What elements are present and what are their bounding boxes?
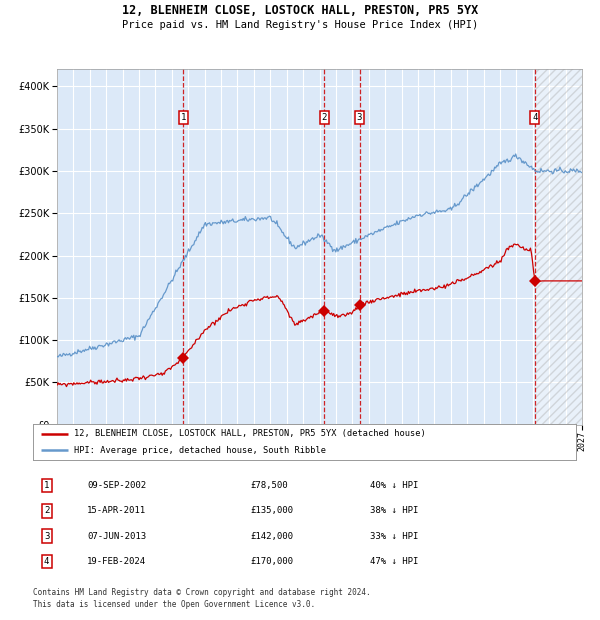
- Text: 4: 4: [44, 557, 49, 566]
- Text: 4: 4: [532, 113, 538, 122]
- Text: 09-SEP-2002: 09-SEP-2002: [88, 481, 146, 490]
- Text: 2: 2: [44, 507, 49, 515]
- Bar: [535, 69, 582, 425]
- Text: £78,500: £78,500: [250, 481, 288, 490]
- Text: 1: 1: [181, 113, 186, 122]
- Text: 15-APR-2011: 15-APR-2011: [88, 507, 146, 515]
- Text: 07-JUN-2013: 07-JUN-2013: [88, 531, 146, 541]
- Text: This data is licensed under the Open Government Licence v3.0.: This data is licensed under the Open Gov…: [33, 600, 315, 609]
- Text: HPI: Average price, detached house, South Ribble: HPI: Average price, detached house, Sout…: [74, 446, 326, 455]
- Text: 1: 1: [44, 481, 49, 490]
- Text: 38% ↓ HPI: 38% ↓ HPI: [370, 507, 418, 515]
- Text: 3: 3: [357, 113, 362, 122]
- Text: £142,000: £142,000: [250, 531, 293, 541]
- Text: 19-FEB-2024: 19-FEB-2024: [88, 557, 146, 566]
- Text: 3: 3: [44, 531, 49, 541]
- Text: Price paid vs. HM Land Registry's House Price Index (HPI): Price paid vs. HM Land Registry's House …: [122, 20, 478, 30]
- Text: £170,000: £170,000: [250, 557, 293, 566]
- Text: 12, BLENHEIM CLOSE, LOSTOCK HALL, PRESTON, PR5 5YX: 12, BLENHEIM CLOSE, LOSTOCK HALL, PRESTO…: [122, 4, 478, 17]
- Text: 40% ↓ HPI: 40% ↓ HPI: [370, 481, 418, 490]
- Text: 12, BLENHEIM CLOSE, LOSTOCK HALL, PRESTON, PR5 5YX (detached house): 12, BLENHEIM CLOSE, LOSTOCK HALL, PRESTO…: [74, 429, 425, 438]
- Text: 33% ↓ HPI: 33% ↓ HPI: [370, 531, 418, 541]
- Text: £135,000: £135,000: [250, 507, 293, 515]
- Text: 2: 2: [322, 113, 327, 122]
- Text: 47% ↓ HPI: 47% ↓ HPI: [370, 557, 418, 566]
- Text: Contains HM Land Registry data © Crown copyright and database right 2024.: Contains HM Land Registry data © Crown c…: [33, 588, 371, 597]
